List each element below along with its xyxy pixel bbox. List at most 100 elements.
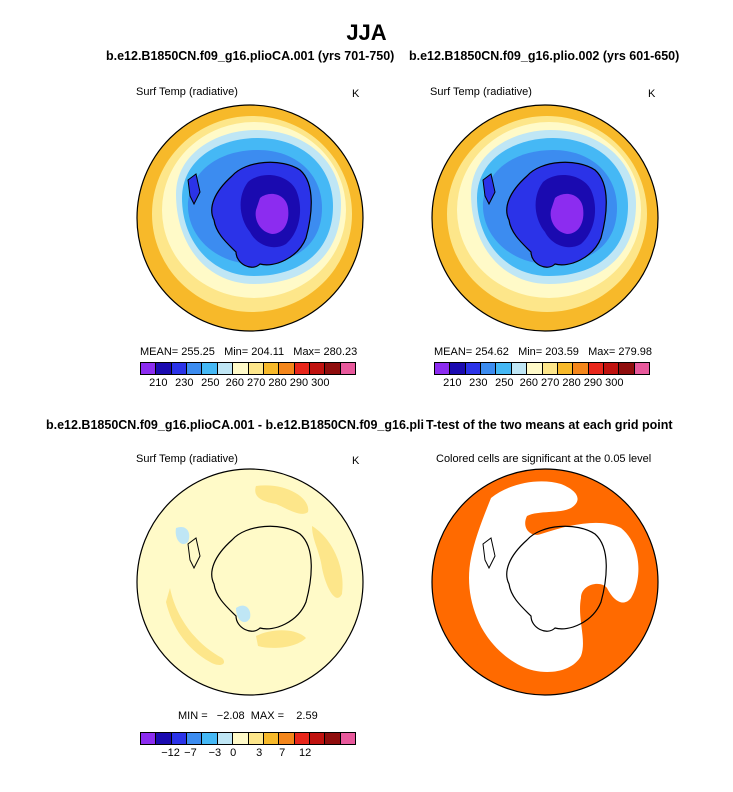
colorbar-box-7 [542, 363, 558, 374]
panel3-warm-patch-southwest [166, 588, 225, 665]
colorbar-box-6 [527, 363, 543, 374]
colorbar-label: 7 [279, 747, 286, 759]
panel1-colorbar [140, 362, 356, 375]
colorbar-box-1 [450, 363, 466, 374]
panel2-colorbar [434, 362, 650, 375]
colorbar-label: 210 [443, 377, 462, 389]
colorbar-box-10 [294, 733, 310, 744]
colorbar-label: 260 [225, 377, 244, 389]
colorbar-box-8 [263, 733, 280, 744]
panel3-warm-patch-east [312, 526, 343, 598]
panel1-colorbar-labels: 210 230 250 260 270 280 290 300 [140, 377, 354, 391]
panel2-stats: MEAN= 254.62 Min= 203.59 Max= 279.98 [434, 346, 652, 358]
panel1-land-core [255, 193, 289, 234]
colorbar-box-13 [634, 363, 650, 374]
colorbar-label: 270 [540, 377, 560, 389]
colorbar-label: 290 [583, 377, 603, 389]
panel2-units: K [648, 88, 656, 100]
panel2-subtitle: Surf Temp (radiative) [430, 86, 532, 98]
colorbar-box-7 [248, 363, 264, 374]
colorbar-box-13 [340, 363, 356, 374]
colorbar-box-8 [263, 363, 280, 374]
colorbar-box-6 [233, 733, 249, 744]
panel3-subtitle: Surf Temp (radiative) [136, 453, 238, 465]
colorbar-box-3 [187, 733, 203, 744]
colorbar-box-12 [325, 363, 341, 374]
panel3-peninsula [187, 537, 201, 570]
colorbar-box-11 [309, 363, 326, 374]
panel1-peninsula [187, 173, 201, 206]
panel2-colorbar-labels: 210 230 250 260 270 280 290 300 [434, 377, 648, 391]
panel3-colorbar-labels: −12 −7 −3 0 3 7 12 [140, 747, 354, 761]
panel4-significant-south [432, 598, 658, 695]
colorbar-label: 0 [230, 747, 237, 759]
colorbar-box-9 [573, 363, 589, 374]
colorbar-box-4 [496, 363, 512, 374]
colorbar-label: 260 [519, 377, 538, 389]
figure-title: JJA [346, 20, 387, 45]
panel1-subtitle: Surf Temp (radiative) [136, 86, 238, 98]
colorbar-box-5 [217, 363, 234, 374]
colorbar-box-4 [202, 363, 218, 374]
colorbar-box-1 [156, 363, 172, 374]
colorbar-box-1 [156, 733, 172, 744]
colorbar-label: 12 [298, 747, 312, 759]
colorbar-box-3 [187, 363, 203, 374]
colorbar-label: 280 [562, 377, 581, 389]
colorbar-box-7 [248, 733, 264, 744]
colorbar-box-11 [309, 733, 326, 744]
panel3-coastline [211, 525, 312, 632]
panel3-units: K [352, 455, 360, 467]
colorbar-box-9 [279, 733, 295, 744]
panel2-land-core [550, 193, 584, 234]
colorbar-label: 210 [149, 377, 168, 389]
panel4-map [431, 468, 659, 696]
colorbar-box-3 [481, 363, 497, 374]
colorbar-label: 230 [175, 377, 194, 389]
colorbar-label: −12 [161, 747, 180, 759]
panel3-title: b.e12.B1850CN.f09_g16.plioCA.001 - b.e12… [46, 418, 456, 432]
colorbar-box-10 [294, 363, 310, 374]
colorbar-label: 3 [256, 747, 263, 759]
colorbar-box-12 [619, 363, 635, 374]
panel3-cool-patch-west [175, 526, 190, 545]
colorbar-label: 250 [201, 377, 220, 389]
colorbar-box-2 [171, 733, 188, 744]
panel2-title: b.e12.B1850CN.f09_g16.plio.002 (yrs 601-… [409, 49, 680, 63]
panel4-subtitle: Colored cells are significant at the 0.0… [436, 453, 652, 465]
colorbar-box-2 [171, 363, 188, 374]
panel4-nonsignificant-area [469, 481, 639, 672]
colorbar-label: 300 [311, 377, 330, 389]
colorbar-box-0 [141, 733, 157, 744]
colorbar-box-12 [325, 733, 341, 744]
colorbar-box-6 [233, 363, 249, 374]
colorbar-box-8 [557, 363, 574, 374]
panel1-units: K [352, 88, 360, 100]
panel1-title: b.e12.B1850CN.f09_g16.plioCA.001 (yrs 70… [106, 49, 395, 63]
colorbar-box-5 [511, 363, 528, 374]
panel3-colorbar [140, 732, 356, 745]
colorbar-label: 230 [469, 377, 488, 389]
colorbar-box-11 [603, 363, 620, 374]
colorbar-label: 290 [289, 377, 309, 389]
panel1-map [136, 104, 364, 332]
colorbar-label: 250 [495, 377, 514, 389]
panel4-title: T-test of the two means at each grid poi… [424, 418, 673, 432]
colorbar-box-9 [279, 363, 295, 374]
panel3-warm-patch-north [255, 485, 309, 514]
colorbar-label: 300 [605, 377, 624, 389]
colorbar-label: −7 [184, 747, 197, 759]
panel3-cool-patch-south [236, 605, 251, 623]
colorbar-box-10 [588, 363, 604, 374]
panel4-peninsula [482, 537, 496, 570]
panel4-coastline [506, 525, 607, 632]
panel2-peninsula [482, 173, 496, 206]
colorbar-box-2 [465, 363, 482, 374]
panel2-map [431, 104, 659, 332]
panel3-map [136, 468, 364, 696]
colorbar-box-4 [202, 733, 218, 744]
colorbar-label: 280 [268, 377, 287, 389]
colorbar-label: −3 [208, 747, 222, 759]
panel3-stats: MIN = −2.08 MAX = 2.59 [178, 710, 318, 722]
panel1-stats: MEAN= 255.25 Min= 204.11 Max= 280.23 [140, 346, 358, 358]
